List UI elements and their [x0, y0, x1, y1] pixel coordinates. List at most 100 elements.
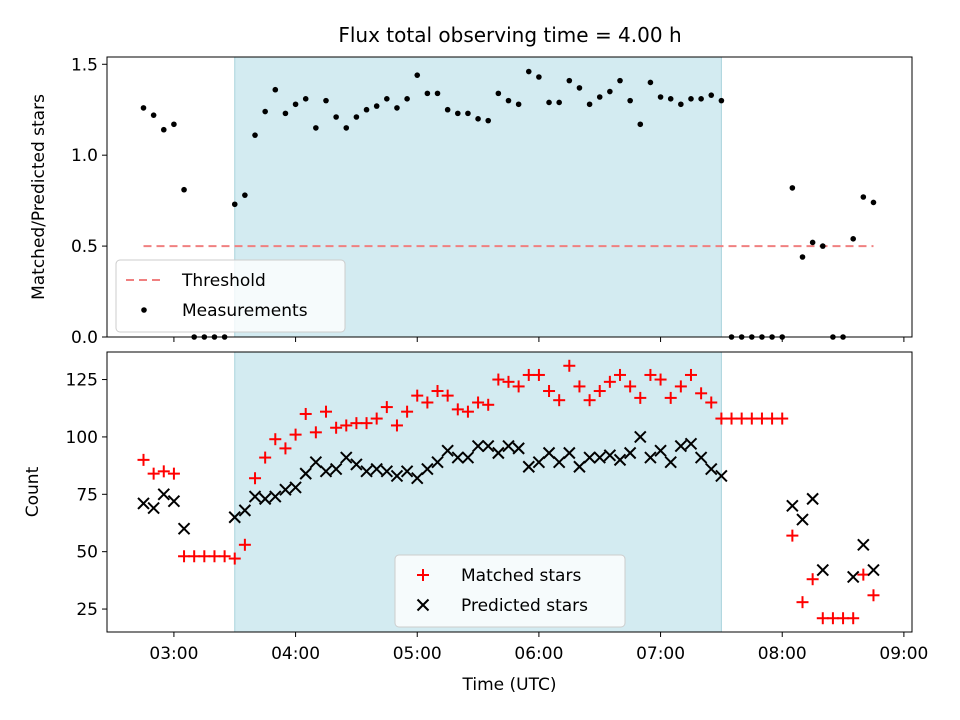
data-point — [678, 101, 684, 108]
data-point — [421, 396, 434, 409]
data-point — [667, 96, 674, 102]
y-tick-label: 1.5 — [71, 55, 98, 75]
ratio-y-axis: 0.0 0.5 1.0 1.5 — [71, 55, 107, 348]
data-point — [654, 373, 667, 386]
data-point — [340, 419, 353, 432]
count-panel: 25 50 75 100 125 03:00 04:00 05:00 06:00 07:00 08… — [23, 351, 928, 695]
data-point — [583, 451, 596, 464]
data-point — [826, 612, 839, 625]
data-point — [522, 460, 535, 473]
data-point — [475, 116, 481, 122]
data-point — [725, 412, 738, 425]
data-point — [789, 185, 796, 191]
data-point — [147, 467, 160, 480]
data-point — [330, 421, 343, 434]
data-point — [147, 501, 160, 515]
y-tick-label: 0.5 — [71, 237, 98, 257]
data-point — [292, 101, 299, 108]
data-point — [546, 99, 552, 106]
data-point — [157, 488, 170, 501]
data-point — [806, 573, 819, 586]
data-point — [228, 511, 241, 524]
data-point — [340, 451, 353, 464]
x-tick-label: 04:00 — [271, 644, 320, 664]
data-point — [816, 563, 829, 577]
data-point — [495, 90, 502, 97]
data-point — [867, 563, 880, 577]
data-point — [465, 110, 471, 117]
data-point — [552, 455, 566, 469]
data-point — [178, 550, 191, 563]
data-point — [857, 538, 870, 551]
data-point — [360, 417, 373, 430]
data-point — [614, 368, 627, 381]
data-point — [441, 389, 454, 402]
data-point — [482, 398, 495, 411]
x-tick-label: 03:00 — [149, 644, 198, 664]
data-point — [380, 465, 394, 478]
data-point — [647, 79, 654, 86]
data-point — [350, 417, 363, 430]
data-point — [431, 455, 444, 469]
data-point — [536, 74, 542, 80]
data-point — [613, 453, 627, 467]
data-point — [401, 405, 414, 418]
y-tick-label: 1.0 — [71, 146, 98, 166]
data-point — [715, 469, 728, 483]
data-point — [708, 92, 715, 98]
data-point — [228, 552, 241, 565]
data-point — [140, 105, 147, 111]
data-point — [532, 455, 546, 469]
data-point — [634, 391, 647, 404]
data-point — [816, 612, 829, 625]
legend-label: Predicted stars — [461, 596, 588, 616]
y-tick-label: 25 — [76, 600, 98, 620]
data-point — [181, 186, 187, 193]
data-point — [512, 442, 525, 455]
data-point — [238, 538, 251, 551]
data-point — [390, 419, 403, 432]
data-point — [269, 490, 282, 503]
data-point — [343, 125, 350, 131]
data-point — [657, 94, 664, 100]
x-tick-label: 07:00 — [636, 644, 685, 664]
data-point — [485, 117, 492, 124]
ratio-x-axis — [173, 337, 905, 342]
data-point — [586, 101, 593, 108]
ratio-panel-frame — [106, 56, 913, 338]
data-point — [796, 513, 809, 526]
data-point — [786, 499, 799, 512]
x-tick-label: 06:00 — [514, 644, 563, 664]
data-point — [688, 96, 694, 102]
data-point — [766, 412, 779, 425]
data-point — [279, 483, 292, 496]
data-point — [434, 90, 441, 97]
x-axis-label: Time (UTC) — [462, 675, 557, 695]
data-point — [454, 110, 461, 117]
data-point — [617, 77, 623, 84]
data-point — [177, 522, 191, 535]
data-point — [705, 462, 718, 476]
data-point — [289, 481, 302, 494]
data-point — [249, 472, 262, 485]
data-point — [259, 451, 272, 464]
data-point — [482, 439, 495, 453]
data-point — [279, 442, 292, 455]
data-point — [644, 451, 657, 464]
data-point — [198, 550, 211, 563]
data-point — [573, 460, 586, 473]
data-point — [313, 125, 319, 131]
data-point — [451, 451, 465, 464]
legend-box — [115, 259, 346, 333]
data-point — [664, 391, 677, 404]
data-point — [411, 472, 424, 485]
y-tick-label: 75 — [76, 485, 98, 505]
data-point — [444, 106, 451, 113]
data-point — [593, 385, 606, 398]
y-tick-label: 125 — [66, 371, 98, 391]
x-tick-label: 08:00 — [758, 644, 807, 664]
data-point — [137, 453, 150, 466]
data-point — [171, 121, 177, 128]
data-point — [461, 405, 474, 418]
data-point — [421, 462, 434, 476]
